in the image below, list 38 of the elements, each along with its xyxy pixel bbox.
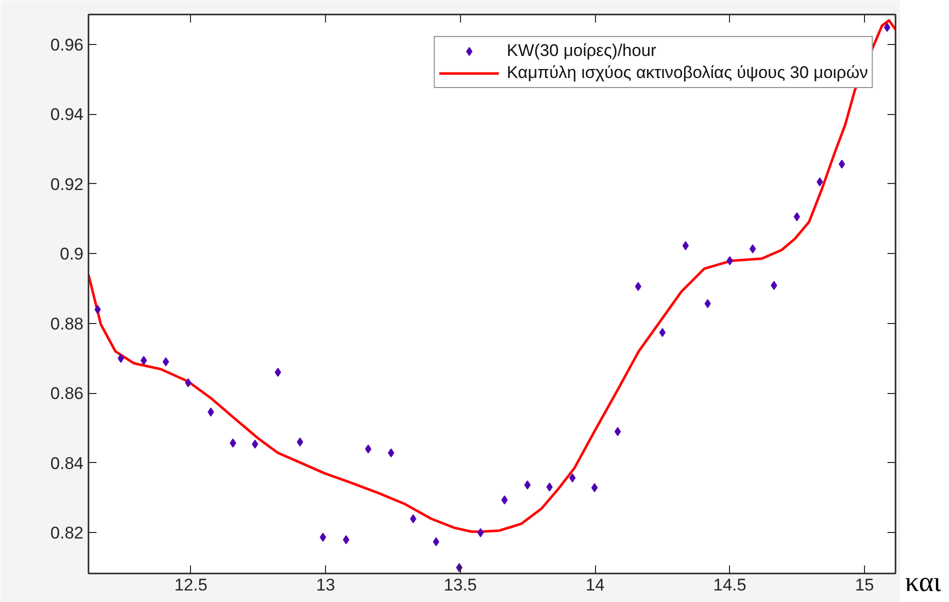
y-tick-label: 0.94 <box>50 105 84 124</box>
point <box>524 480 531 490</box>
point <box>770 280 778 290</box>
x-tick-label: 15 <box>855 576 874 594</box>
point <box>477 528 484 538</box>
point <box>838 160 846 169</box>
point <box>94 305 101 314</box>
point <box>296 438 304 447</box>
y-tick-label: 0.88 <box>50 314 84 334</box>
point <box>274 368 282 377</box>
y-tick-label: 0.82 <box>50 524 84 543</box>
point <box>230 438 236 448</box>
text: και <box>905 567 942 598</box>
point <box>388 448 394 458</box>
point <box>569 473 576 482</box>
x-tick-label: 13 <box>316 576 336 594</box>
point <box>682 241 689 250</box>
legend-label: Καμπύλη ισχύος ακτινοβολίας ύψους 30 μοιρών <box>506 63 868 83</box>
point <box>591 483 598 492</box>
x-tick-label: 14 <box>586 576 605 594</box>
point <box>320 532 326 542</box>
y-tick-label: 0.9 <box>60 244 84 264</box>
legend-label: KW(30 μοίρες)/hour <box>506 41 656 61</box>
point <box>794 212 800 222</box>
point <box>659 328 666 338</box>
y-tick-label: 0.96 <box>50 35 84 54</box>
point <box>342 535 350 544</box>
y-tick-label: 0.84 <box>50 454 84 473</box>
point <box>501 495 508 504</box>
x-tick-label: 14.5 <box>713 576 746 594</box>
y-tick-label: 0.86 <box>50 384 84 404</box>
x-tick-label: 13.5 <box>444 576 477 594</box>
x-tick-label: 12.5 <box>174 576 208 594</box>
point <box>884 22 890 32</box>
y-tick-label: 0.92 <box>50 174 84 194</box>
point <box>432 537 440 546</box>
point <box>546 482 553 492</box>
point <box>252 440 258 449</box>
